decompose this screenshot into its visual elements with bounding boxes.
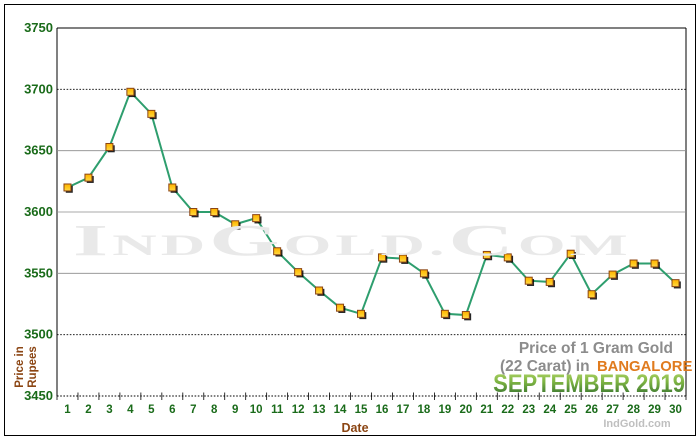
svg-text:3650: 3650 bbox=[24, 143, 53, 158]
svg-text:28: 28 bbox=[627, 404, 640, 416]
svg-text:7: 7 bbox=[190, 404, 196, 416]
svg-text:30: 30 bbox=[669, 404, 682, 416]
svg-text:Price of 1 Gram Gold: Price of 1 Gram Gold bbox=[519, 340, 673, 357]
svg-text:29: 29 bbox=[648, 404, 661, 416]
svg-text:18: 18 bbox=[418, 404, 431, 416]
svg-text:3500: 3500 bbox=[24, 327, 53, 342]
svg-text:2: 2 bbox=[85, 404, 91, 416]
svg-text:24: 24 bbox=[543, 404, 556, 416]
svg-text:3600: 3600 bbox=[24, 204, 53, 219]
svg-text:27: 27 bbox=[606, 404, 619, 416]
svg-text:3700: 3700 bbox=[24, 81, 53, 96]
svg-text:15: 15 bbox=[355, 404, 368, 416]
svg-text:16: 16 bbox=[376, 404, 389, 416]
svg-text:SEPTEMBER 2019: SEPTEMBER 2019 bbox=[493, 370, 685, 398]
svg-text:13: 13 bbox=[313, 404, 326, 416]
svg-text:3550: 3550 bbox=[24, 265, 53, 280]
svg-text:1: 1 bbox=[64, 404, 71, 416]
svg-text:Date: Date bbox=[341, 421, 368, 435]
svg-text:3450: 3450 bbox=[24, 388, 53, 403]
svg-text:12: 12 bbox=[292, 404, 305, 416]
svg-text:9: 9 bbox=[232, 404, 238, 416]
svg-text:11: 11 bbox=[271, 404, 284, 416]
svg-text:5: 5 bbox=[148, 404, 155, 416]
svg-text:3: 3 bbox=[106, 404, 112, 416]
svg-text:Rupees: Rupees bbox=[27, 346, 39, 388]
svg-text:19: 19 bbox=[438, 404, 451, 416]
svg-text:10: 10 bbox=[250, 404, 263, 416]
svg-text:20: 20 bbox=[459, 404, 472, 416]
svg-text:INDGOLD.COM: INDGOLD.COM bbox=[73, 217, 632, 265]
svg-text:3750: 3750 bbox=[24, 20, 53, 35]
svg-text:22: 22 bbox=[501, 404, 514, 416]
svg-text:IndGold.com: IndGold.com bbox=[603, 418, 670, 430]
svg-text:21: 21 bbox=[480, 404, 493, 416]
svg-text:25: 25 bbox=[564, 404, 577, 416]
svg-text:Price in: Price in bbox=[14, 346, 26, 388]
svg-text:14: 14 bbox=[334, 404, 347, 416]
svg-text:4: 4 bbox=[127, 404, 134, 416]
svg-text:6: 6 bbox=[169, 404, 175, 416]
svg-text:8: 8 bbox=[211, 404, 218, 416]
svg-text:23: 23 bbox=[522, 404, 535, 416]
svg-text:17: 17 bbox=[397, 404, 410, 416]
svg-text:26: 26 bbox=[585, 404, 598, 416]
